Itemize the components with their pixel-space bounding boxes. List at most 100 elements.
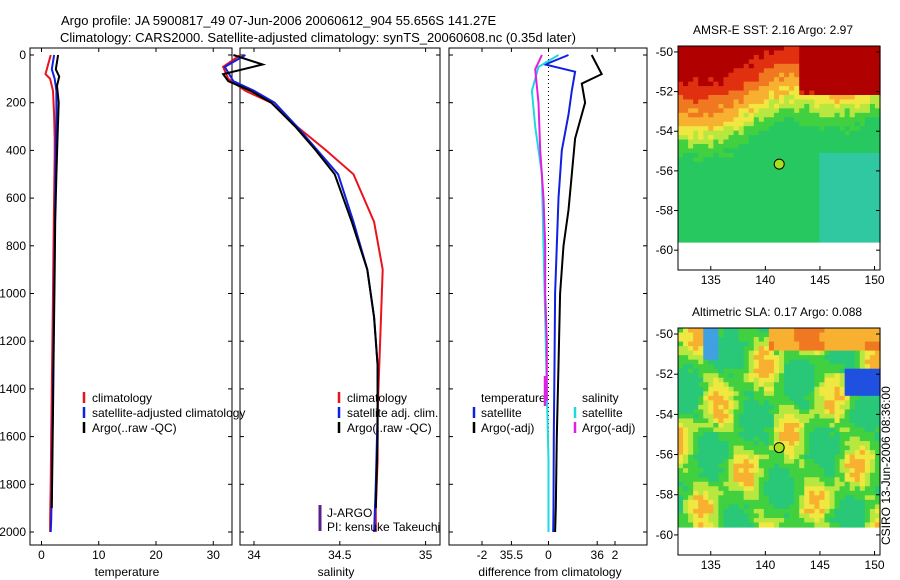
map-cell [683,477,689,483]
map-cell [693,477,699,483]
map-cell [753,386,760,392]
map-cell [819,391,826,397]
map-cell [834,54,841,60]
map-cell [748,373,755,379]
map-cell [784,63,790,69]
map-cell [859,197,866,203]
map-cell [753,179,760,185]
map-cell [834,68,841,74]
map-cell [718,46,725,52]
map-cell [728,400,735,406]
map-cell [758,77,765,83]
map-cell [703,99,709,105]
map-cell [799,409,805,415]
x-tick-label: 135 [701,558,721,572]
map-cell [874,72,881,78]
map-cell [753,46,760,52]
map-cell [844,332,851,338]
map-cell [839,368,846,374]
map-cell [698,188,704,194]
map-cell [728,157,735,163]
map-cell [743,445,750,451]
map-cell [693,152,699,158]
map-cell [763,328,770,334]
map-cell [869,152,876,158]
map-cell [799,346,805,352]
map-cell [708,422,714,429]
map-cell [733,144,740,150]
map-cell [728,63,735,69]
map-cell [678,350,684,356]
map-cell [794,135,800,141]
map-cell [829,436,836,442]
map-cell [864,95,871,101]
map-cell [703,368,709,374]
map-cell [789,409,795,415]
map-cell [753,233,760,239]
map-cell [844,63,851,69]
map-cell [839,135,846,141]
map-cell [784,418,790,424]
argo-location-marker [773,158,785,170]
map-cell [688,157,694,163]
map-cell [763,391,770,397]
map-cell [723,228,730,234]
map-cell [789,432,795,438]
map-cell [748,72,755,78]
map-cell [779,404,785,411]
map-cell [723,81,730,87]
map-cell [748,170,755,176]
map-cell [748,454,755,460]
map-cell [718,386,725,392]
map-cell [773,341,780,347]
map-cell [799,373,805,379]
map-cell [678,517,684,524]
map-cell [748,103,755,109]
map-cell [773,135,780,141]
map-cell [854,472,861,478]
map-cell [678,201,684,207]
map-cell [849,364,856,370]
map-cell [678,126,684,132]
map-cell [854,346,861,352]
map-cell [733,328,740,334]
map-cell [859,99,866,105]
map-cell [753,513,760,519]
map-cell [809,144,815,150]
map-cell [743,179,750,185]
map-cell [723,486,730,492]
map-cell [693,170,699,176]
map-cell [748,391,755,397]
map-cell [864,441,871,447]
map-cell [784,422,790,429]
map-cell [809,382,815,388]
y-tick-label: -60 [656,243,674,257]
map-cell [758,517,765,524]
map-cell [819,219,826,225]
map-cell [839,121,846,127]
map-cell [738,522,745,528]
map-cell [859,135,866,141]
map-cell [678,175,684,181]
map-cell [748,77,755,83]
map-cell [854,513,861,519]
map-cell [693,121,699,127]
map-cell [773,170,780,176]
map-cell [678,391,684,397]
map-cell [748,228,755,234]
map-cell [804,382,810,388]
map-cell [844,382,851,388]
map-cell [784,170,790,176]
map-cell [789,99,795,105]
map-cell [824,355,831,361]
map-cell [688,445,694,451]
map-cell [849,328,856,334]
map-cell [829,445,836,451]
map-cell [844,373,851,379]
map-cell [703,522,709,528]
series-line-2 [554,54,604,533]
map-cell [814,157,820,163]
map-cell [789,481,795,487]
map-cell [814,490,820,496]
map-cell [854,382,861,388]
